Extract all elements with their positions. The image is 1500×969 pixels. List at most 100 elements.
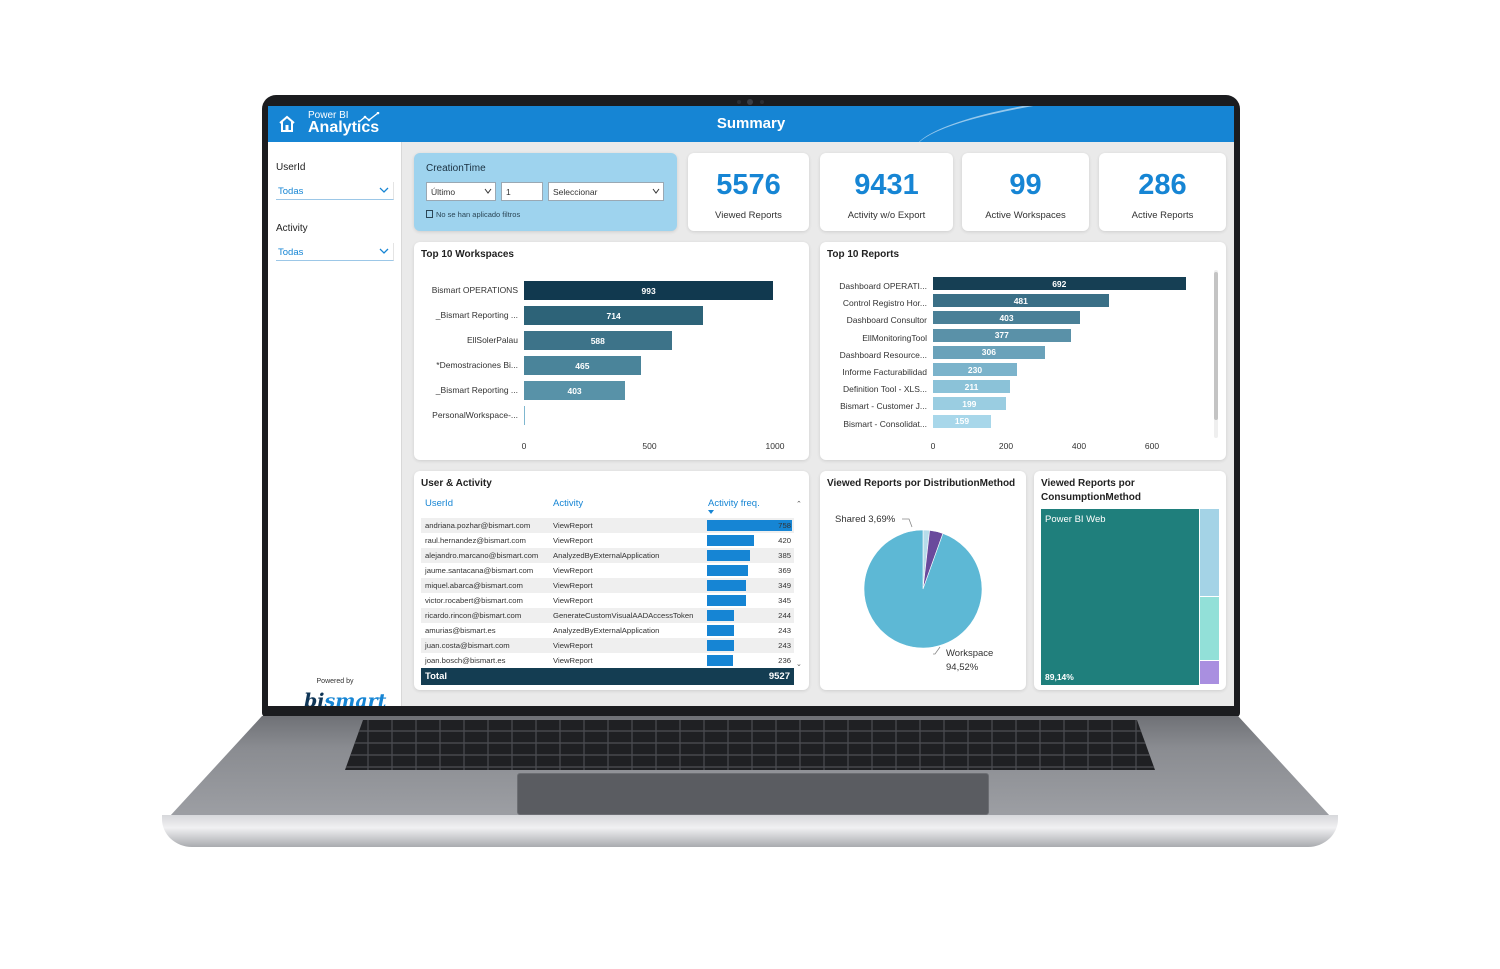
userid-slicer-dropdown[interactable]: Todas [276, 182, 394, 200]
bar[interactable]: 377 [933, 328, 1071, 342]
bar-category-label: PersonalWorkspace-... [432, 410, 518, 420]
chart-title-line1: Viewed Reports por [1041, 478, 1135, 489]
activity-cell: ViewReport [553, 641, 593, 650]
bar-value-label: 588 [590, 335, 605, 346]
bar-value-label: 692 [1052, 278, 1067, 289]
userid-cell: raul.hernandez@bismart.com [425, 536, 526, 545]
treemap [1041, 509, 1219, 685]
bar-row: Dashboard OPERATI... 692 [820, 277, 1186, 295]
table-row[interactable]: andriana.pozhar@bismart.com ViewReport 758 [421, 518, 794, 533]
bar-value-label: 403 [999, 312, 1014, 323]
sort-descending-icon[interactable] [708, 510, 714, 514]
activity-cell: ViewReport [553, 566, 593, 575]
bar-category-label: Bismart - Customer J... [840, 401, 927, 412]
top-reports-chart: Top 10 Reports Dashboard OPERATI... 692 Co… [820, 242, 1226, 460]
bar-row: Bismart - Consolidat... 159 [820, 414, 1152, 433]
activity-cell: ViewReport [553, 596, 593, 605]
sensor-icon [737, 100, 741, 104]
logo-bi: bi [304, 690, 325, 706]
table-row[interactable]: ricardo.rincon@bismart.com GenerateCustom… [421, 608, 794, 623]
treemap-tile-power-bi-web[interactable] [1041, 509, 1199, 685]
treemap-tile[interactable] [1199, 596, 1219, 661]
treemap-tile[interactable] [1199, 661, 1219, 684]
userid-cell: victor.rocabert@bismart.com [425, 596, 523, 605]
kpi-label: Activity w/o Export [847, 210, 926, 221]
relative-mode-select[interactable]: Último [426, 182, 496, 201]
userid-cell: miquel.abarca@bismart.com [425, 581, 523, 590]
activity-slicer-value: Todas [278, 247, 304, 258]
trend-icon [358, 112, 380, 123]
table-row[interactable]: jaume.santacana@bismart.com ViewReport 369 [421, 563, 794, 578]
freq-cell: 243 [778, 626, 791, 635]
bar-category-label: Dashboard Consultor [846, 315, 927, 326]
distribution-method-chart: Viewed Reports por DistributionMethod Sh… [820, 471, 1026, 690]
relative-unit-select[interactable]: Seleccionar [548, 182, 664, 201]
table-row[interactable]: alejandro.marcano@bismart.com AnalyzedByE… [421, 548, 794, 563]
bar[interactable]: 199 [933, 397, 1006, 411]
freq-databar [707, 580, 747, 591]
filter-title: CreationTime [426, 163, 486, 174]
bar-category-label: EllSolerPalau [466, 335, 518, 345]
filter-status: No se han aplicado filtros [426, 210, 520, 219]
bar[interactable]: 403 [524, 381, 626, 400]
kpi-active-reports: 286 Active Reports [1099, 153, 1226, 231]
bar[interactable] [524, 406, 525, 425]
bar[interactable]: 692 [933, 277, 1186, 290]
bismart-logo[interactable]: bismart [304, 690, 386, 706]
freq-databar [707, 550, 751, 561]
bar[interactable]: 211 [933, 380, 1010, 394]
freq-databar [707, 640, 735, 651]
axis-tick-label: 500 [642, 441, 657, 451]
bar-category-label: _Bismart Reporting ... [435, 385, 518, 395]
freq-databar [707, 610, 735, 621]
logo-smart: smart [324, 690, 387, 706]
relative-amount-input[interactable]: 1 [501, 182, 543, 201]
scroll-up-icon[interactable]: ⌃ [796, 501, 802, 508]
bar-value-label: 377 [994, 330, 1009, 341]
chevron-down-icon [484, 188, 492, 194]
column-header-userid[interactable]: UserId [425, 498, 453, 509]
brand-title: Analytics [308, 119, 380, 136]
freq-databar [707, 535, 755, 546]
scrollbar-thumb[interactable] [1214, 272, 1218, 420]
bar-row: PersonalWorkspace-... [414, 406, 775, 425]
table-row[interactable]: juan.costa@bismart.com ViewReport 243 [421, 638, 794, 653]
table-row[interactable]: raul.hernandez@bismart.com ViewReport 420 [421, 533, 794, 548]
bar-category-label: Dashboard Resource... [839, 349, 927, 360]
freq-cell: 345 [778, 596, 791, 605]
pie-slice-workspace[interactable] [863, 529, 983, 649]
table-row[interactable]: miquel.abarca@bismart.com ViewReport 349 [421, 578, 794, 593]
bar-value-label: 159 [954, 416, 970, 427]
bar[interactable]: 714 [524, 306, 704, 325]
table-title: User & Activity [421, 478, 492, 489]
bar[interactable]: 588 [524, 331, 672, 350]
table-row[interactable]: amurias@bismart.es AnalyzedByExternalAppl… [421, 623, 794, 638]
bar[interactable]: 465 [524, 356, 641, 375]
kpi-value: 286 [1138, 169, 1187, 201]
scroll-down-icon[interactable]: ⌄ [796, 661, 802, 668]
activity-cell: AnalyzedByExternalApplication [553, 626, 660, 635]
chart-title: Viewed Reports por ConsumptionMethod [1041, 477, 1141, 505]
bar[interactable]: 993 [524, 281, 774, 300]
userid-cell: joan.bosch@bismart.es [425, 656, 506, 665]
bar-value-label: 465 [575, 360, 590, 371]
bar[interactable]: 230 [933, 363, 1017, 376]
bar-row: Dashboard Consultor 403 [820, 311, 1152, 329]
bar[interactable]: 403 [933, 311, 1081, 325]
column-header-activity[interactable]: Activity [553, 498, 584, 509]
bar-category-label: Definition Tool - XLS... [843, 384, 927, 395]
home-icon[interactable] [278, 115, 296, 133]
bar[interactable]: 159 [933, 414, 992, 428]
relative-mode-value: Último [431, 187, 456, 197]
table-row[interactable]: victor.rocabert@bismart.com ViewReport 345 [421, 593, 794, 608]
activity-slicer-dropdown[interactable]: Todas [276, 243, 394, 261]
bar[interactable]: 481 [933, 294, 1109, 308]
axis-tick-label: 1000 [765, 441, 785, 451]
bar[interactable]: 306 [933, 345, 1045, 359]
relative-amount-value: 1 [506, 187, 511, 197]
column-header-activity-freq[interactable]: Activity freq. [708, 498, 760, 509]
freq-cell: 349 [778, 581, 791, 590]
laptop-front-edge [162, 815, 1338, 847]
treemap-tile[interactable] [1199, 509, 1219, 596]
table-row[interactable]: joan.bosch@bismart.es ViewReport 236 [421, 653, 794, 668]
